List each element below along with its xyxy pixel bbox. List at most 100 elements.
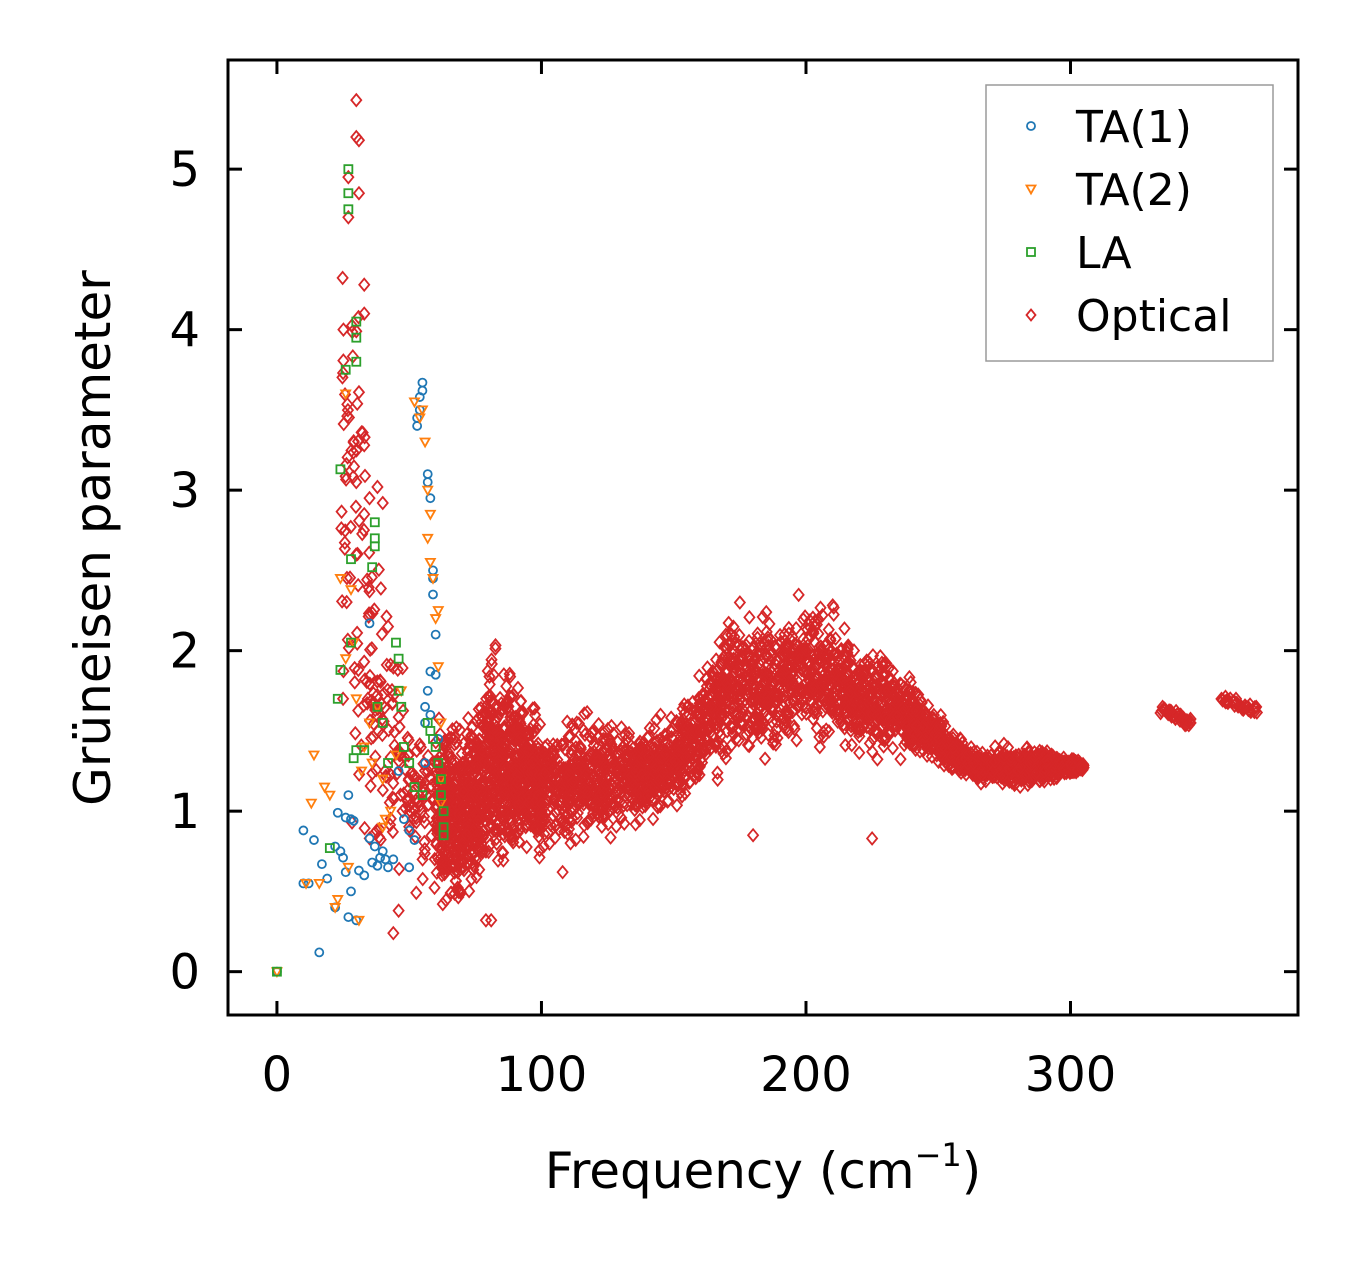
optical-point bbox=[337, 663, 350, 679]
optical-point bbox=[753, 715, 766, 731]
optical-point bbox=[489, 637, 502, 653]
optical-point bbox=[888, 679, 901, 694]
optical-point bbox=[863, 662, 876, 678]
ta-2-point bbox=[413, 413, 426, 425]
optical-point bbox=[367, 716, 380, 732]
ta-2-point bbox=[424, 557, 437, 569]
legend-marker-ta-2 bbox=[1024, 184, 1038, 196]
optical-point bbox=[720, 663, 734, 679]
optical-point bbox=[528, 724, 541, 740]
optical-point bbox=[854, 695, 868, 710]
ta-2-point bbox=[389, 750, 403, 762]
optical-point bbox=[713, 634, 726, 650]
optical-point bbox=[402, 747, 415, 763]
optical-point bbox=[840, 704, 854, 720]
optical-point bbox=[702, 711, 715, 727]
optical-point bbox=[790, 732, 803, 748]
optical-point bbox=[730, 731, 743, 747]
optical-point bbox=[606, 741, 619, 757]
optical-point bbox=[366, 765, 379, 781]
optical-point bbox=[889, 691, 903, 707]
optical-point bbox=[418, 841, 432, 857]
optical-point bbox=[705, 699, 718, 715]
optical-point bbox=[453, 862, 466, 877]
ta-2-point bbox=[416, 405, 429, 417]
optical-point bbox=[416, 779, 430, 795]
optical-point bbox=[383, 795, 396, 810]
legend-label: Optical bbox=[1076, 291, 1231, 342]
optical-point bbox=[473, 862, 486, 878]
y-tick-label: 5 bbox=[169, 142, 200, 198]
optical-point bbox=[1248, 700, 1262, 716]
optical-point bbox=[558, 741, 572, 757]
ta-1-point bbox=[340, 812, 351, 823]
optical-point bbox=[484, 720, 497, 736]
optical-point bbox=[697, 688, 710, 704]
x-tick-label: 0 bbox=[262, 1047, 293, 1103]
ta-2-point bbox=[339, 654, 352, 666]
optical-point bbox=[720, 675, 734, 691]
ta-2-point bbox=[307, 750, 321, 762]
optical-point bbox=[403, 791, 417, 806]
la-point bbox=[348, 753, 359, 764]
optical-point bbox=[449, 873, 463, 889]
optical-point bbox=[643, 720, 656, 736]
optical-point bbox=[967, 755, 980, 771]
optical-point bbox=[945, 733, 959, 749]
optical-point bbox=[477, 828, 490, 844]
optical-point bbox=[342, 169, 355, 185]
legend-label: TA(2) bbox=[1075, 165, 1192, 216]
optical-series bbox=[335, 92, 1264, 941]
optical-point bbox=[644, 779, 657, 795]
optical-point bbox=[961, 756, 975, 772]
optical-point bbox=[820, 722, 833, 738]
optical-point bbox=[910, 719, 923, 735]
optical-point bbox=[351, 546, 364, 562]
optical-point bbox=[497, 852, 510, 868]
optical-point bbox=[555, 795, 569, 811]
optical-point bbox=[807, 678, 820, 694]
optical-point bbox=[393, 719, 406, 735]
optical-point bbox=[469, 840, 483, 856]
optical-point bbox=[392, 903, 405, 919]
optical-point bbox=[457, 844, 471, 860]
optical-point bbox=[642, 729, 656, 745]
optical-point bbox=[597, 743, 610, 759]
optical-point bbox=[511, 721, 524, 736]
optical-point bbox=[834, 643, 847, 659]
optical-point bbox=[336, 691, 350, 707]
optical-point bbox=[366, 605, 379, 621]
optical-point bbox=[652, 768, 665, 783]
ta-1-point bbox=[330, 841, 341, 852]
optical-point bbox=[833, 653, 846, 669]
optical-point bbox=[345, 443, 358, 458]
la-point bbox=[369, 533, 380, 544]
optical-point bbox=[339, 468, 352, 484]
optical-point bbox=[808, 698, 822, 714]
optical-point bbox=[457, 798, 470, 814]
optical-point bbox=[627, 778, 640, 793]
optical-point bbox=[1033, 773, 1046, 789]
optical-point bbox=[674, 784, 687, 800]
optical-point bbox=[577, 793, 590, 809]
optical-point bbox=[628, 756, 642, 772]
optical-point bbox=[755, 730, 768, 746]
optical-point bbox=[763, 662, 776, 678]
optical-point bbox=[355, 424, 368, 440]
optical-point bbox=[460, 726, 474, 742]
optical-point bbox=[765, 714, 779, 730]
optical-point bbox=[446, 721, 459, 737]
optical-point bbox=[358, 672, 372, 687]
optical-point bbox=[380, 657, 393, 673]
optical-point bbox=[602, 816, 615, 832]
optical-point bbox=[350, 474, 363, 490]
ta-1-point bbox=[420, 758, 430, 768]
optical-point bbox=[356, 526, 369, 542]
y-tick-label: 1 bbox=[169, 784, 200, 840]
optical-point bbox=[409, 829, 422, 845]
optical-point bbox=[338, 523, 352, 539]
optical-point bbox=[403, 798, 416, 814]
la-point bbox=[351, 316, 362, 327]
ta-1-point bbox=[338, 852, 348, 863]
optical-point bbox=[629, 816, 642, 832]
